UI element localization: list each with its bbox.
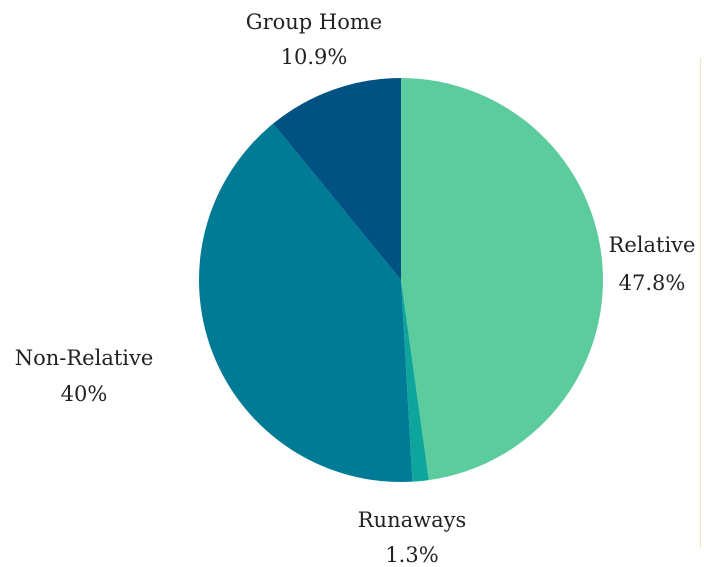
slice-value-label: 1.3% [385,543,438,567]
pie-labels: Relative 47.8% Runaways 1.3% Non-Relative 40%… [15,10,696,567]
right-divider-line [700,58,701,548]
slice-value-label: 40% [61,382,108,406]
pie-slice-group-home [273,78,401,280]
slice-label: Relative [609,233,696,257]
pie-slices [198,78,603,483]
slice-label: Runaways [358,508,467,532]
slice-label: Non-Relative [15,346,154,370]
slice-value-label: 47.8% [619,271,686,295]
slice-label: Group Home [246,10,382,34]
pie-slice-non-relative [198,123,413,483]
slice-value-label: 10.9% [281,45,348,69]
pie-slice-runaways [401,280,429,482]
pie-slice-relative [401,78,603,481]
